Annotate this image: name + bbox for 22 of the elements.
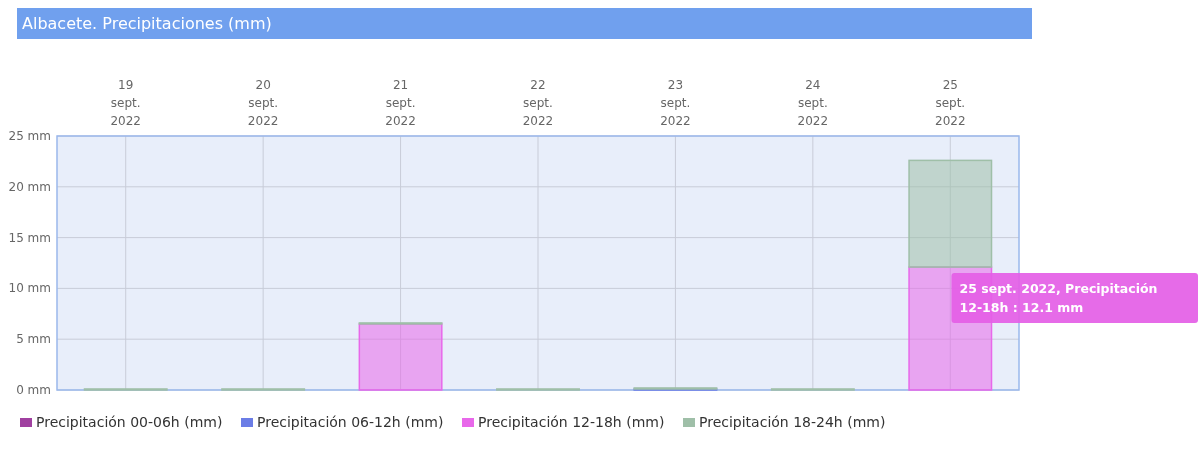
legend-label: Precipitación 06-12h (mm) [257, 414, 444, 430]
legend-label: Precipitación 12-18h (mm) [478, 414, 665, 430]
x-tick-label: 22 sept. 2022 [522, 78, 554, 128]
y-tick-label: 0 mm [16, 383, 51, 397]
x-tick-label: 20 sept. 2022 [247, 78, 279, 128]
y-tick-label: 15 mm [8, 230, 51, 245]
x-tick-label: 21 sept. 2022 [385, 78, 416, 128]
y-tick-label: 25 mm [8, 129, 51, 143]
x-tick-label: 24 sept. 2022 [797, 78, 829, 128]
y-tick-label: 10 mm [8, 281, 51, 296]
legend-label: Precipitación 18-24h (mm) [699, 414, 886, 430]
bar [358, 323, 443, 391]
tooltip-box: 25 sept. 2022, Precipitación 12-18h : 12.1 mm [951, 273, 1198, 324]
bar [908, 159, 993, 268]
y-tick-label: 20 mm [8, 179, 51, 194]
x-tick-label: 23 sept. 2022 [660, 78, 691, 128]
legend-label: Precipitación 00-06h (mm) [36, 414, 223, 430]
y-tick-label: 5 mm [16, 332, 51, 347]
x-tick-label: 25 sept. 2022 [935, 78, 966, 128]
chart-title: Albacete. Precipitaciones (mm) [22, 14, 272, 33]
x-tick-label: 19 sept. 2022 [110, 78, 141, 128]
annotation: 25 sept. 2022, Precipitación 12-18h : 12.1 mm [959, 281, 1158, 316]
